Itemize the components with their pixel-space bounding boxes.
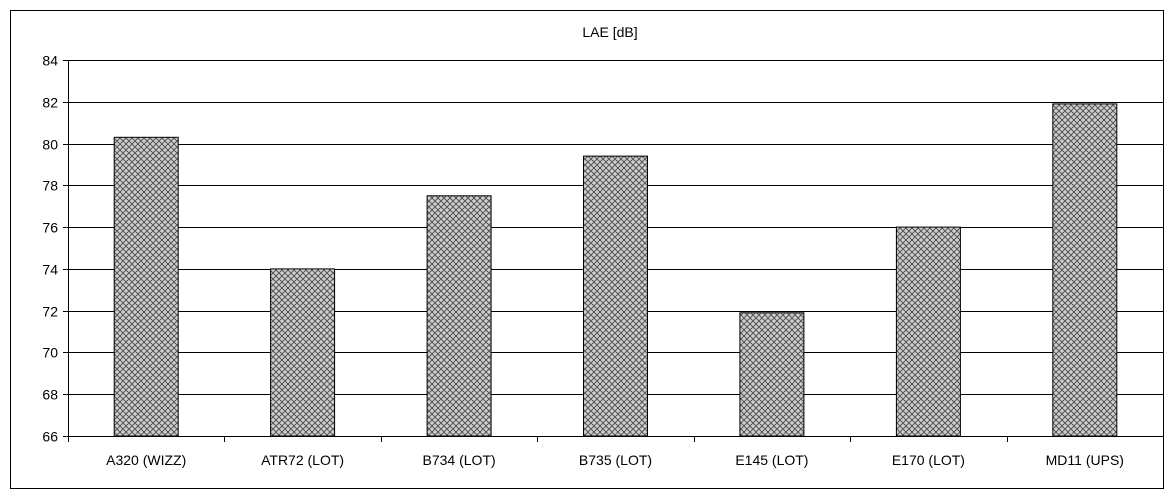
x-tick-label: MD11 (UPS) (1046, 452, 1124, 468)
y-tick-labels: 66 68 70 72 74 76 78 80 82 84 (42, 53, 58, 445)
bar (426, 195, 492, 437)
y-tick-label: 78 (42, 178, 58, 194)
y-tick-label: 68 (42, 387, 58, 403)
x-tick-label: E170 (LOT) (892, 452, 965, 468)
y-tick-label: 80 (42, 137, 58, 153)
bar (583, 155, 648, 437)
bar (113, 136, 179, 437)
bar (739, 312, 805, 437)
x-tick-label: B735 (LOT) (579, 452, 652, 468)
x-tick-label: ATR72 (LOT) (261, 452, 344, 468)
y-tick-label: 72 (42, 304, 58, 320)
y-tick-label: 82 (42, 95, 58, 111)
chart-title: LAE [dB] (582, 24, 637, 40)
y-tick-label: 84 (42, 53, 58, 69)
bar (895, 226, 961, 437)
y-tick-label: 66 (42, 429, 58, 445)
y-tick-label: 74 (42, 262, 58, 278)
y-tick-label: 76 (42, 220, 58, 236)
x-tick-label: E145 (LOT) (735, 452, 808, 468)
x-tick-labels: A320 (WIZZ) ATR72 (LOT) B734 (LOT) B735 (LO… (106, 452, 1124, 468)
x-tick-label: B734 (LOT) (423, 452, 496, 468)
bars (113, 103, 1118, 437)
x-tick-label: A320 (WIZZ) (106, 452, 186, 468)
axes (63, 60, 1164, 442)
y-tick-label: 70 (42, 345, 58, 361)
bar (1052, 103, 1118, 437)
bar (270, 268, 336, 437)
